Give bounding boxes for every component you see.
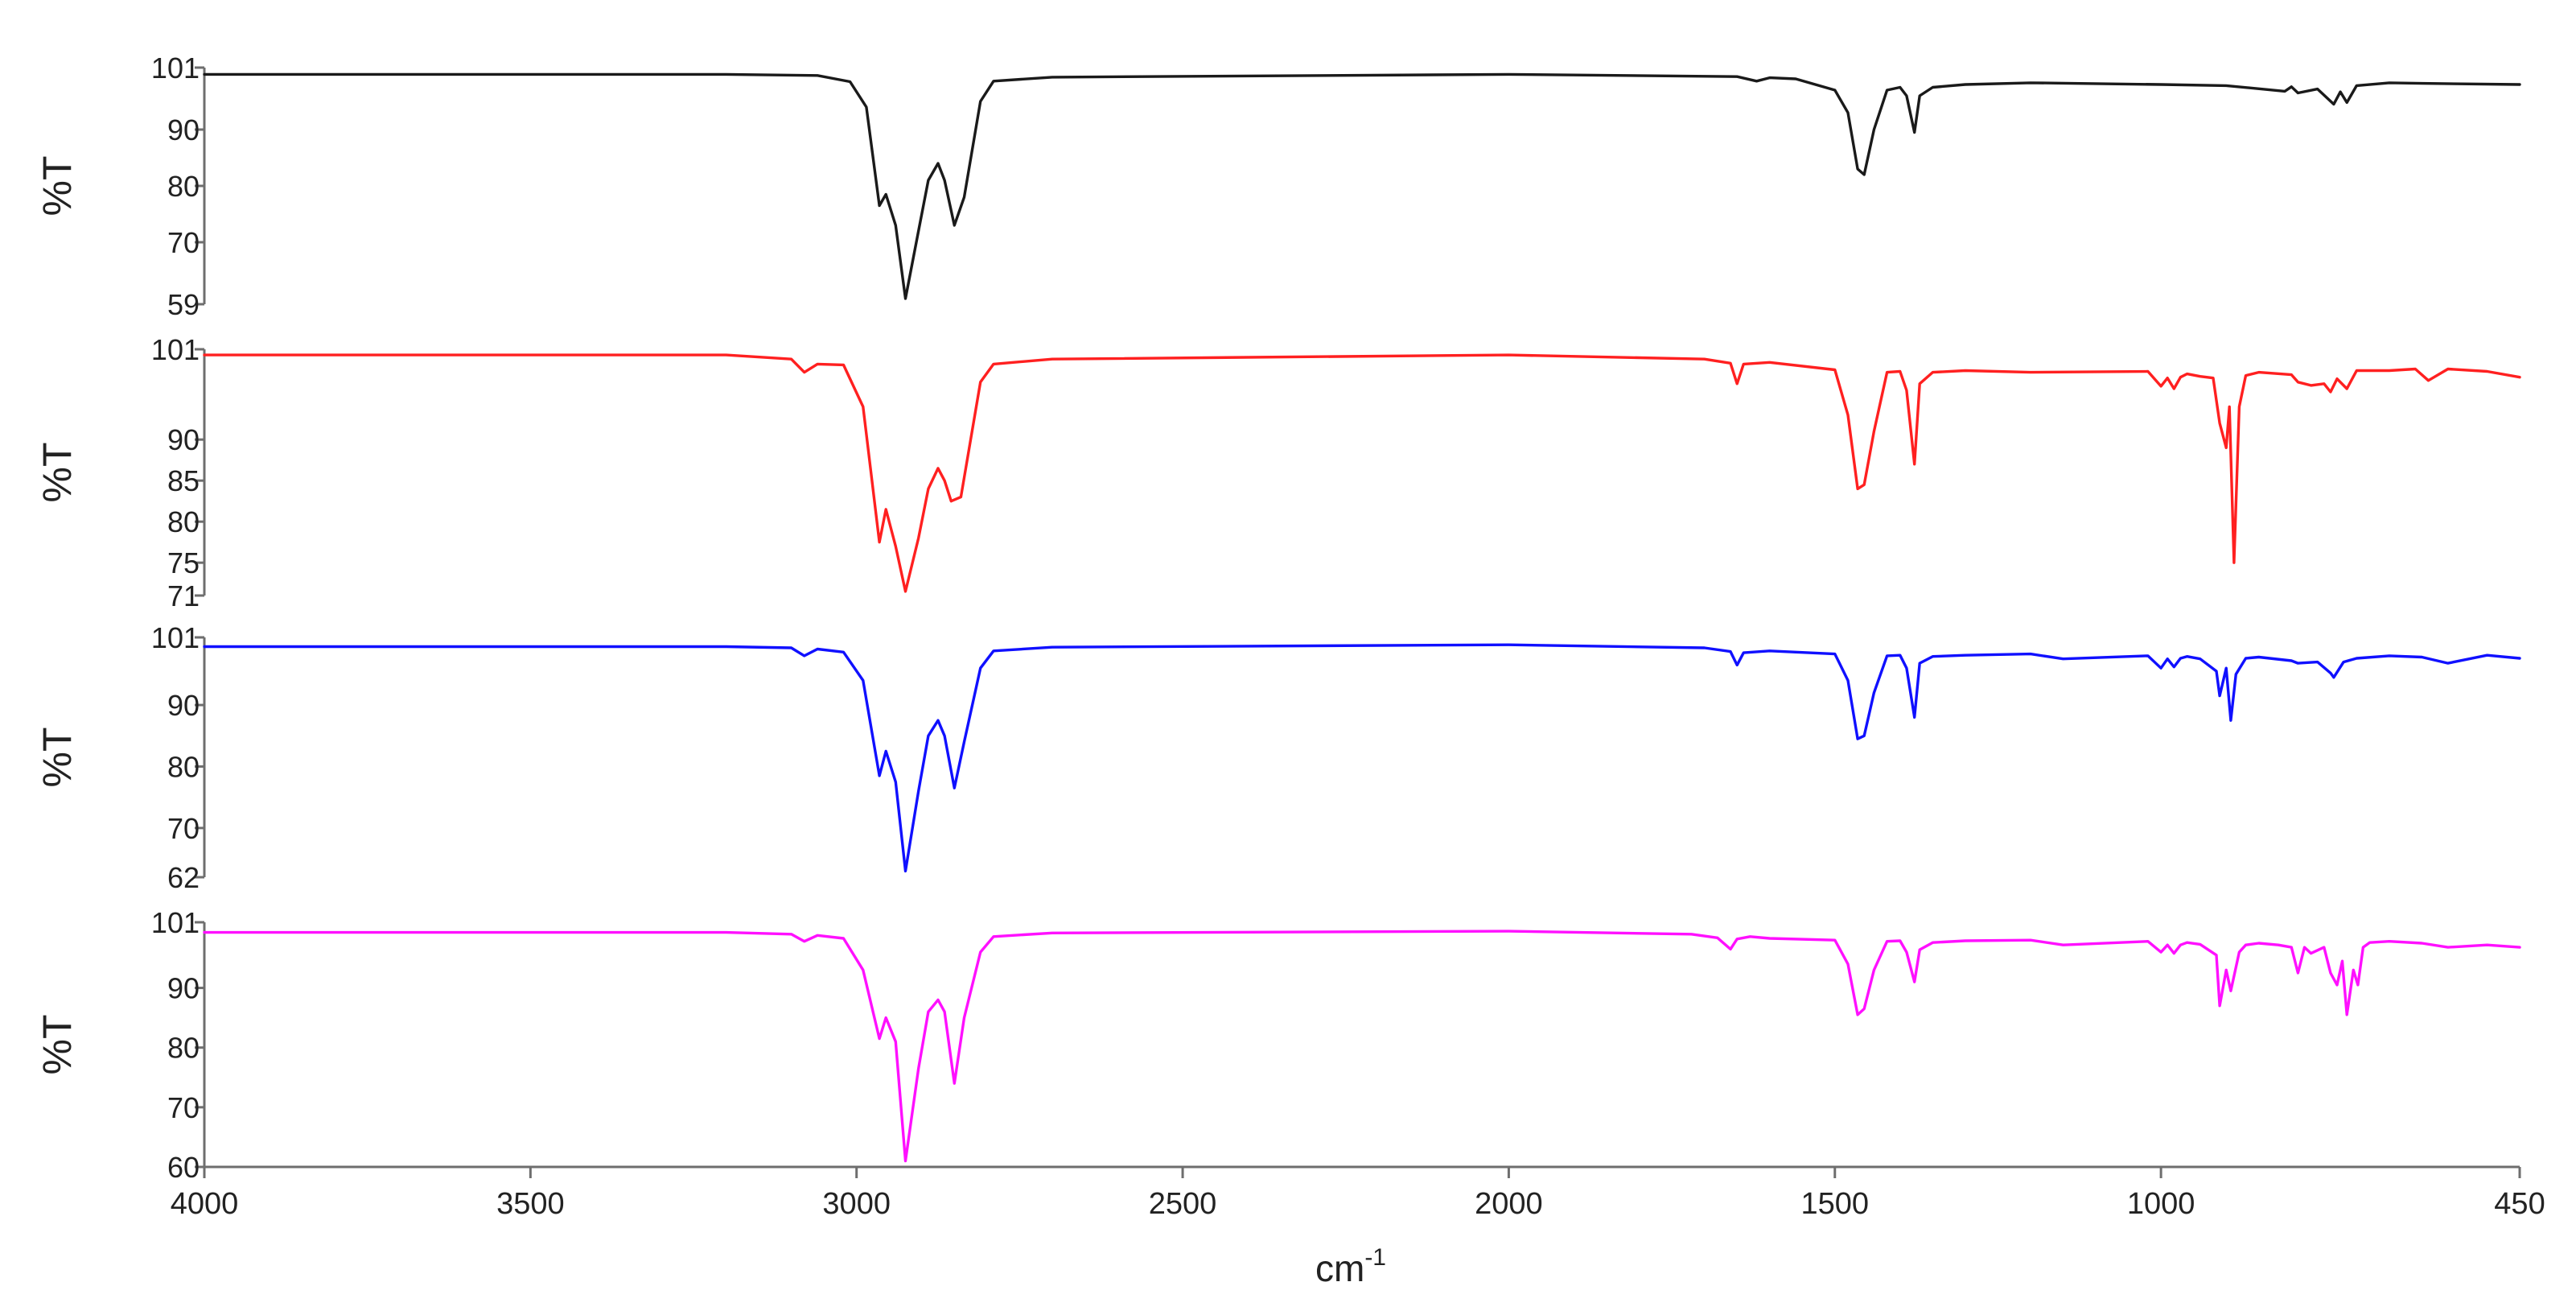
y-axis-label: %T [35, 156, 80, 216]
y-tick-label: 80 [167, 505, 200, 538]
y-tick-label: 62 [167, 861, 200, 894]
y-axis-label: %T [35, 728, 80, 788]
y-tick-label: 59 [167, 288, 200, 321]
spectrum-line-3 [203, 643, 2521, 873]
y-tick-label: 90 [167, 689, 200, 722]
x-ticks: 4000 3500 3000 2500 2000 1500 1000 450 [171, 1167, 2545, 1221]
x-tick-label: 1000 [2127, 1187, 2195, 1221]
spectrum-line-1 [203, 72, 2521, 300]
spectrum-panel-4: 101 90 80 70 60 %T [35, 906, 2521, 1184]
y-axis-label: %T [35, 1015, 80, 1075]
spectrum-line-2 [203, 353, 2521, 593]
x-tick-label: 2000 [1475, 1187, 1543, 1221]
y-tick-label: 80 [167, 750, 200, 783]
y-tick-label: 71 [167, 579, 200, 612]
y-tick-label: 60 [167, 1151, 200, 1184]
y-tick-label: 75 [167, 546, 200, 579]
x-axis: 4000 3500 3000 2500 2000 1500 1000 450 cm-1 [171, 1165, 2545, 1289]
y-tick-label: 70 [167, 812, 200, 845]
y-tick-label: 101 [151, 621, 200, 654]
spectrum-panel-1: 101 90 80 70 59 %T [35, 52, 2521, 321]
y-axis-label: %T [35, 443, 80, 503]
y-tick-label: 70 [167, 1091, 200, 1124]
x-tick-label: 450 [2494, 1187, 2545, 1221]
y-tick-label: 80 [167, 170, 200, 203]
spectrum-panel-3: 101 90 80 70 62 %T [35, 621, 2521, 894]
y-tick-label: 90 [167, 972, 200, 1005]
x-tick-label: 1500 [1800, 1187, 1869, 1221]
y-tick-label: 70 [167, 226, 200, 259]
x-tick-label: 3000 [822, 1187, 891, 1221]
y-tick-label: 90 [167, 423, 200, 456]
y-tick-label: 101 [151, 906, 200, 939]
y-tick-label: 101 [151, 333, 200, 366]
x-tick-label: 4000 [171, 1187, 239, 1221]
x-tick-label: 2500 [1149, 1187, 1217, 1221]
y-tick-label: 80 [167, 1032, 200, 1065]
x-axis-label-superscript: -1 [1364, 1244, 1386, 1271]
y-tick-label: 85 [167, 464, 200, 497]
x-axis-label: cm-1 [1315, 1244, 1386, 1289]
y-tick-label: 90 [167, 113, 200, 146]
y-tick-label: 101 [151, 52, 200, 85]
x-tick-label: 3500 [496, 1187, 565, 1221]
x-axis-label-unit: cm [1315, 1247, 1364, 1289]
spectrum-line-4 [203, 930, 2521, 1163]
